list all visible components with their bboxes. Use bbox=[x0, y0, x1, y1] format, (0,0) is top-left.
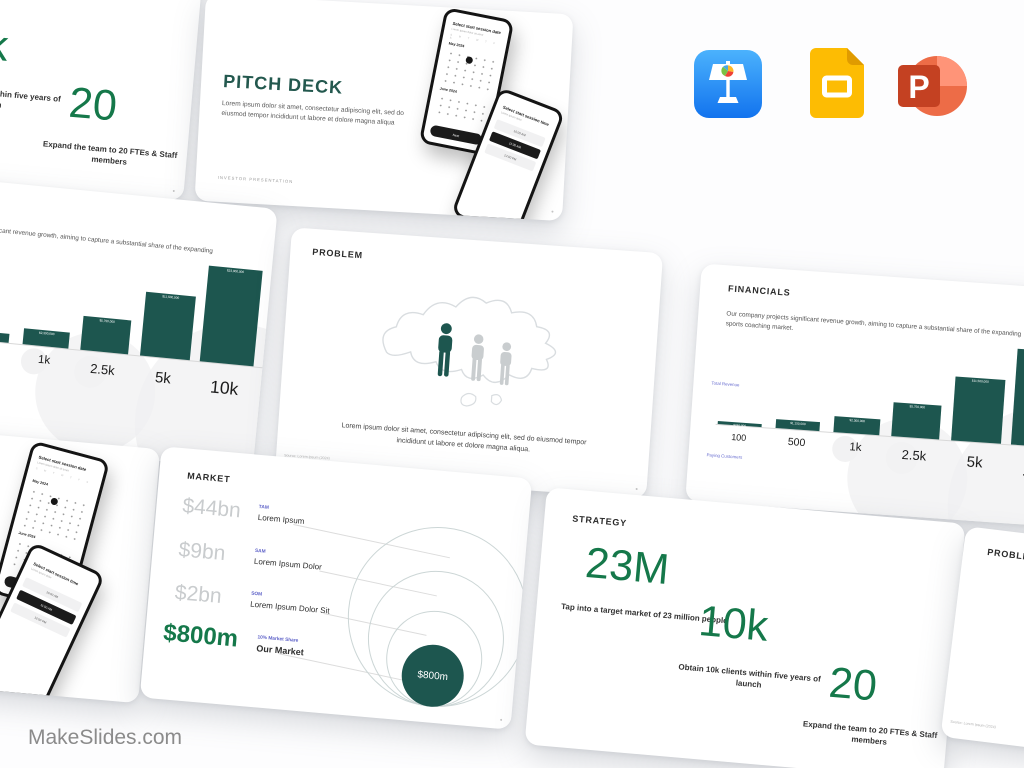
slide-strategy-thumbnail-partial[interactable]: STRATEGY 23M Tap into a target market of… bbox=[0, 0, 206, 201]
revenue-bar-chart: $230,000 $1,150,000 $2,300,000 $5,750,00… bbox=[715, 325, 1024, 450]
svg-text:P: P bbox=[908, 69, 929, 105]
bar: $2,300,000 bbox=[833, 416, 881, 436]
slide-cover-thumbnail-partial[interactable]: Select start session date Lorem ipsum do… bbox=[0, 411, 161, 704]
stat-value: 23M bbox=[583, 538, 672, 595]
page-number-dot bbox=[550, 209, 554, 213]
market-tag: SAM bbox=[254, 548, 266, 555]
market-label: Lorem Ipsum Dolor Sit bbox=[249, 599, 330, 616]
market-tag: TAM bbox=[258, 504, 269, 511]
bar: $2,300,000 bbox=[22, 328, 70, 349]
slide-strategy-thumbnail[interactable]: STRATEGY 23M Tap into a target market of… bbox=[524, 487, 966, 768]
market-tag: 10% Market Share bbox=[257, 635, 299, 644]
slide-title: STRATEGY bbox=[571, 513, 628, 529]
market-tag: SOM bbox=[250, 591, 263, 598]
market-label: Our Market bbox=[256, 643, 305, 658]
person-icon bbox=[499, 342, 512, 386]
bar: $11,500,000 bbox=[139, 291, 196, 361]
stat-caption: Obtain 10k clients within five years of … bbox=[678, 662, 822, 690]
slide-body: Lorem ipsum dolor sit amet, consectetur … bbox=[221, 99, 405, 127]
bar: $230,000 bbox=[717, 421, 762, 428]
market-value: $9bn bbox=[177, 538, 227, 566]
person-icon-highlighted bbox=[437, 323, 453, 377]
app-icon-google-slides[interactable] bbox=[810, 48, 864, 123]
calendar-month-label: June 2024 bbox=[17, 530, 36, 540]
bar: $23,000,000 bbox=[1010, 348, 1024, 449]
slide-title: MARKET bbox=[186, 470, 231, 485]
calendar-month-label: June 2024 bbox=[439, 86, 458, 94]
stat-value: 20 bbox=[67, 78, 119, 131]
market-value: $44bn bbox=[181, 494, 242, 523]
slide-title: PROBLEM bbox=[312, 246, 364, 261]
stat-value: 10k bbox=[0, 17, 11, 71]
slide-title: PITCH DECK bbox=[222, 70, 344, 98]
calendar-day-grid bbox=[434, 94, 490, 127]
slide-market-thumbnail[interactable]: MARKET $44bn TAM Lorem Ipsum $9bn SAM Lo… bbox=[139, 446, 533, 730]
stat-caption: Expand the team to 20 FTEs & Staff membe… bbox=[42, 139, 178, 167]
calendar-month-label: May 2024 bbox=[31, 478, 49, 487]
slide-title: PROBLEM bbox=[986, 546, 1024, 564]
next-button[interactable]: Next bbox=[429, 124, 483, 146]
stat-value: 10k bbox=[696, 597, 771, 651]
slide-pitch-deck-thumbnail[interactable]: PITCH DECK Lorem ipsum dolor sit amet, c… bbox=[194, 0, 574, 222]
person-icon bbox=[471, 334, 484, 382]
brand-wordmark[interactable]: MakeSlides.com bbox=[28, 726, 183, 749]
market-label: Lorem Ipsum Dolor bbox=[253, 556, 323, 572]
bar: $11,500,000 bbox=[951, 376, 1006, 444]
bar: $5,750,000 bbox=[891, 402, 942, 440]
app-icon-powerpoint[interactable]: P bbox=[894, 48, 972, 131]
market-value-highlight: $800m bbox=[162, 619, 240, 653]
stat-value: 20 bbox=[827, 658, 879, 711]
slide-financials-thumbnail-partial[interactable]: FINANCIALS Our company projects signific… bbox=[0, 172, 278, 470]
bar: $5,750,000 bbox=[80, 315, 132, 355]
stat-caption: Obtain 10k clients within five years of … bbox=[0, 82, 62, 109]
market-value: $2bn bbox=[173, 581, 223, 609]
page-number-dot bbox=[635, 487, 638, 491]
slide-problem-thumbnail[interactable]: PROBLEM Lorem ipsum dolor sit amet, cons… bbox=[274, 227, 664, 499]
bar: $1,150,000 bbox=[0, 329, 10, 343]
slide-title: FINANCIALS bbox=[727, 283, 791, 298]
source-note: Source: Lorem Ipsum (2024) bbox=[950, 719, 997, 730]
calendar-month-label: May 2024 bbox=[448, 41, 465, 49]
slide-footer: INVESTOR PRESENTATION bbox=[217, 174, 294, 185]
app-icon-keynote[interactable] bbox=[694, 50, 762, 123]
bar: $23,000,000 bbox=[199, 265, 263, 367]
slide-financials-thumbnail[interactable]: FINANCIALS Our company projects signific… bbox=[685, 263, 1024, 531]
page-number-dot bbox=[172, 189, 175, 193]
page-number-dot bbox=[499, 718, 503, 721]
bar: $1,150,000 bbox=[775, 419, 821, 432]
stat-caption: Expand the team to 20 FTEs & Staff membe… bbox=[802, 719, 938, 747]
